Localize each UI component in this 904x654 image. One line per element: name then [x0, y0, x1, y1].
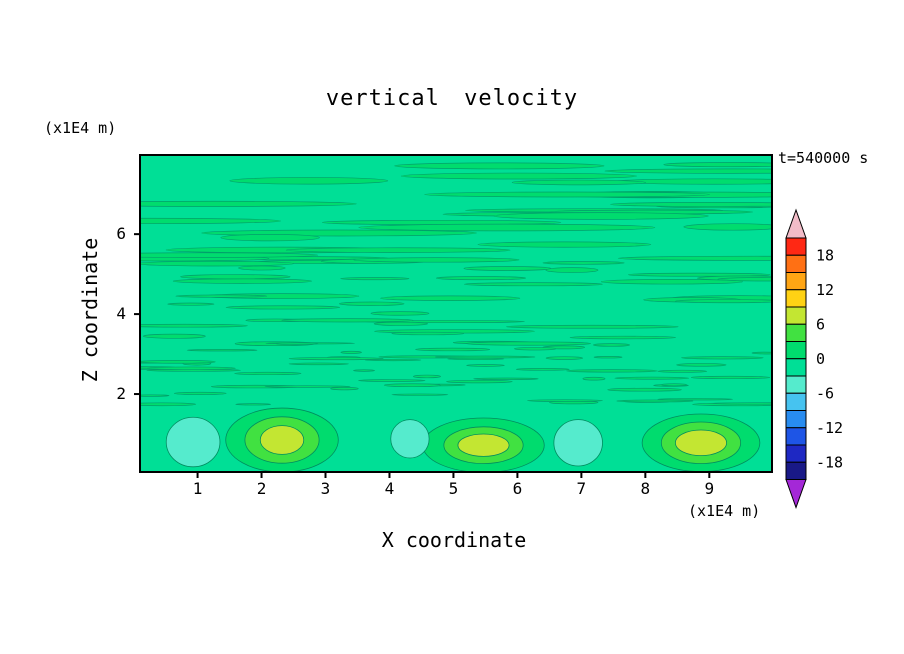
x-tick-label: 4	[384, 479, 395, 498]
x-axis-title: X coordinate	[381, 528, 527, 552]
colorbar-band	[785, 461, 807, 480]
colorbar-band	[785, 306, 807, 325]
contour-field	[140, 155, 772, 472]
colorbar-tick-label: -18	[816, 453, 843, 471]
colorbar-tick-label: 0	[816, 350, 825, 368]
colorbar-band	[785, 375, 807, 394]
updraft-cell	[259, 425, 305, 455]
y-axis-unit-label: (x1E4 m)	[44, 119, 117, 137]
downdraft-cell	[390, 419, 430, 459]
x-tick-label: 6	[512, 479, 523, 498]
x-tick-label: 5	[448, 479, 459, 498]
downdraft-cell	[553, 419, 603, 467]
y-tick-label: 2	[116, 384, 126, 404]
x-tick-label: 3	[320, 479, 331, 498]
time-annotation: t=540000 s	[778, 149, 869, 167]
downdraft-cell	[165, 416, 221, 468]
colorbar-band	[785, 272, 807, 291]
colorbar-tick-label: -6	[816, 384, 834, 402]
x-tick-label: 1	[192, 479, 203, 498]
colorbar-band	[785, 289, 807, 308]
x-axis-unit-label: (x1E4 m)	[688, 502, 761, 520]
chart-title: vertical velocity	[325, 86, 579, 111]
x-tick-label: 9	[704, 479, 715, 498]
colorbar-band	[785, 392, 807, 411]
colorbar-band	[785, 427, 807, 446]
colorbar-tick-label: 18	[816, 246, 834, 264]
x-tick-label: 8	[640, 479, 651, 498]
x-tick-label: 2	[256, 479, 267, 498]
updraft-cell	[457, 433, 510, 457]
colorbar-band	[785, 444, 807, 463]
colorbar-band	[785, 323, 807, 342]
contour-plot	[134, 154, 773, 478]
x-tick-label: 7	[576, 479, 587, 498]
updraft-cell	[675, 429, 727, 457]
colorbar-tick-label: 6	[816, 315, 825, 333]
colorbar-band	[785, 358, 807, 377]
colorbar-under-arrow	[785, 479, 807, 509]
y-tick-label: 4	[116, 304, 126, 324]
colorbar: 18 12 6 0 -6 -12 -18	[785, 208, 843, 509]
colorbar-band	[785, 237, 807, 256]
colorbar-band	[785, 341, 807, 360]
colorbar-band	[785, 254, 807, 273]
colorbar-tick-label: -12	[816, 419, 843, 437]
colorbar-tick-label: 12	[816, 281, 834, 299]
y-tick-label: 6	[116, 224, 126, 244]
colorbar-band	[785, 410, 807, 429]
colorbar-over-arrow	[785, 208, 807, 239]
